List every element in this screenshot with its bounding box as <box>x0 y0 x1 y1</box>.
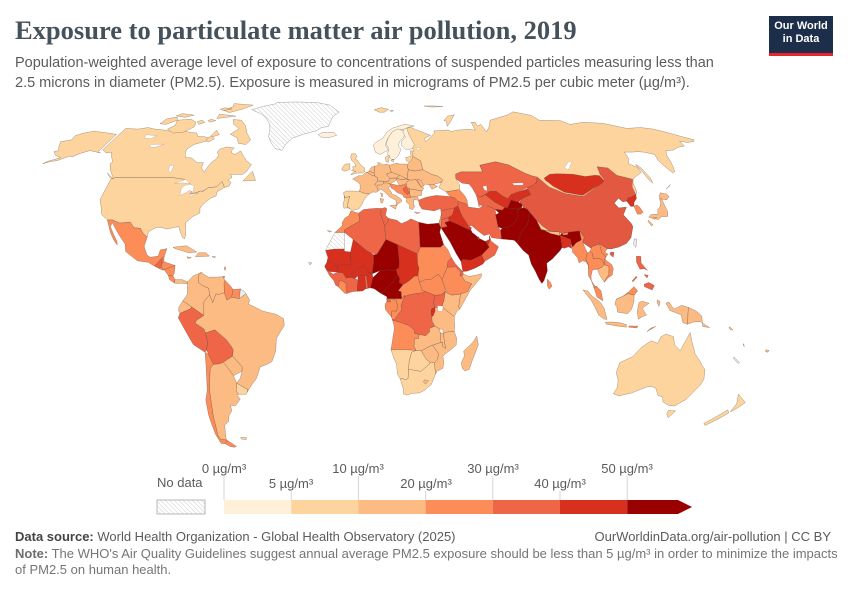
svg-text:40 µg/m³: 40 µg/m³ <box>534 476 586 491</box>
svg-text:No data: No data <box>157 475 203 490</box>
svg-text:50 µg/m³: 50 µg/m³ <box>601 461 653 476</box>
svg-text:10 µg/m³: 10 µg/m³ <box>332 461 384 476</box>
svg-text:20 µg/m³: 20 µg/m³ <box>400 476 452 491</box>
svg-text:30 µg/m³: 30 µg/m³ <box>467 461 519 476</box>
svg-text:5 µg/m³: 5 µg/m³ <box>269 476 314 491</box>
svg-text:0 µg/m³: 0 µg/m³ <box>202 461 247 476</box>
